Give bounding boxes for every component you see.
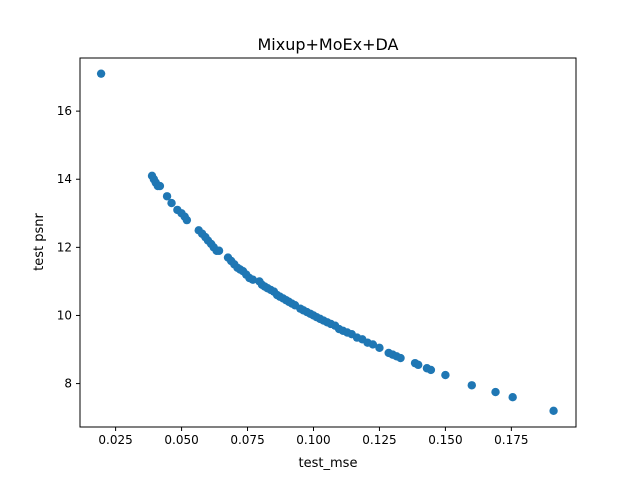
data-point xyxy=(155,181,165,191)
data-point xyxy=(368,340,378,349)
data-point xyxy=(167,198,176,208)
data-point xyxy=(248,275,258,284)
data-point xyxy=(162,192,172,201)
data-point xyxy=(549,406,558,416)
data-points xyxy=(96,69,558,416)
data-point xyxy=(96,69,106,78)
data-point xyxy=(182,215,192,225)
data-point xyxy=(508,393,517,402)
data-point xyxy=(491,387,500,397)
y-tick-label: 16 xyxy=(57,104,72,118)
y-tick-label: 8 xyxy=(64,377,72,391)
data-point xyxy=(396,353,405,363)
data-point xyxy=(441,370,450,380)
data-point xyxy=(414,360,423,370)
data-point xyxy=(426,365,436,375)
x-tick-label: 0.125 xyxy=(362,433,396,447)
x-tick-label: 0.050 xyxy=(164,433,198,447)
x-axis-ticks: 0.025 0.050 0.075 0.100 0.125 0.150 0.175 xyxy=(98,427,529,447)
chart-title: Mixup+MoEx+DA xyxy=(258,35,399,54)
x-tick-label: 0.150 xyxy=(428,433,462,447)
x-tick-label: 0.075 xyxy=(230,433,264,447)
data-point xyxy=(467,381,476,390)
axes-frame xyxy=(79,57,577,428)
y-axis-ticks: 8 10 12 14 16 xyxy=(57,104,80,391)
y-tick-label: 10 xyxy=(57,308,72,322)
y-tick-label: 12 xyxy=(57,240,72,254)
data-point xyxy=(214,246,224,255)
y-axis-label: test psnr xyxy=(32,212,47,270)
x-tick-label: 0.175 xyxy=(494,433,528,447)
data-point xyxy=(375,343,384,353)
y-tick-label: 14 xyxy=(57,172,72,186)
x-tick-label: 0.100 xyxy=(296,433,330,447)
x-axis-label: test_mse xyxy=(299,456,358,471)
x-tick-label: 0.025 xyxy=(98,433,132,447)
